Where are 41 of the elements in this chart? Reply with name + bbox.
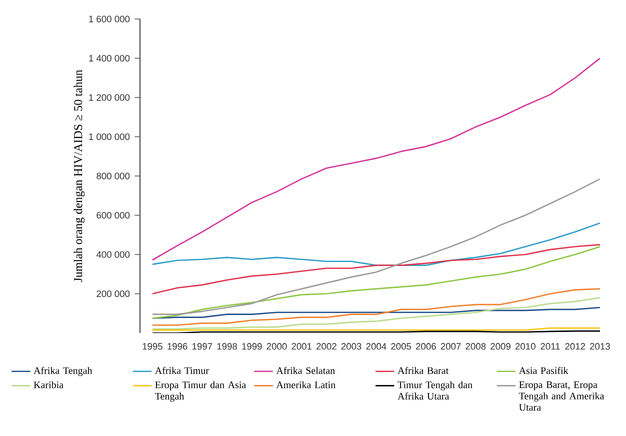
x-tick-label: 2003 (341, 343, 362, 350)
x-tick-label: 2013 (590, 343, 610, 350)
x-tick-label: 2009 (490, 343, 510, 350)
y-tick-label: 1 600 000 (89, 16, 130, 22)
y-tick-label: 1 200 000 (89, 94, 130, 101)
legend-label: Asia Pasifik (518, 366, 568, 374)
line-series (152, 58, 600, 261)
y-tick-label: 1 400 000 (89, 54, 130, 62)
y-axis-title: Jumlah orang dengan HIV/AIDS ≥ 50 tahun (74, 70, 85, 282)
x-tick-label: 2011 (540, 343, 560, 350)
legend-label: Eropa Timur dan Asia Tengah (155, 381, 246, 402)
y-tick-label: 200 000 (96, 290, 130, 298)
x-tick-label: 2007 (440, 343, 461, 350)
line-series (152, 297, 600, 330)
x-tick-label: 1995 (142, 343, 162, 350)
legend-label: Afrika Barat (398, 366, 449, 374)
x-tick-label: 2000 (266, 343, 287, 350)
y-tick-label: 400 000 (96, 251, 130, 258)
legend-label: Afrika Tengah (34, 366, 92, 376)
x-tick-label: 1998 (217, 343, 238, 350)
legend-label: Eropa Barat, Eropa Tengah and Amerika Utara (519, 381, 604, 411)
y-tick-label: 800 000 (96, 172, 130, 180)
legend-label: Afrika Selatan (276, 366, 335, 374)
legend-label: Afrika Timur (154, 366, 209, 374)
x-tick-label: 1996 (168, 343, 188, 350)
x-tick-label: 1997 (192, 343, 212, 350)
x-tick-label: 2004 (366, 343, 386, 350)
line-series (152, 288, 600, 326)
x-tick-label: 2001 (292, 343, 312, 350)
legend-label: Amerika Latin (276, 381, 336, 388)
x-tick-label: 1999 (242, 343, 262, 350)
x-tick-label: 2005 (391, 343, 412, 350)
x-tick-label: 2002 (316, 343, 336, 350)
x-tick-label: 2012 (565, 343, 586, 350)
x-tick-label: 2006 (416, 343, 436, 350)
legend-label: Karibia (34, 381, 64, 388)
x-tick-label: 2010 (515, 343, 536, 350)
legend-label: Timur Tengah dan Afrika Utara (398, 381, 472, 400)
y-tick-label: 1 000 000 (89, 133, 130, 140)
x-tick-label: 2008 (466, 343, 486, 350)
y-tick-label: 600 000 (96, 212, 130, 219)
